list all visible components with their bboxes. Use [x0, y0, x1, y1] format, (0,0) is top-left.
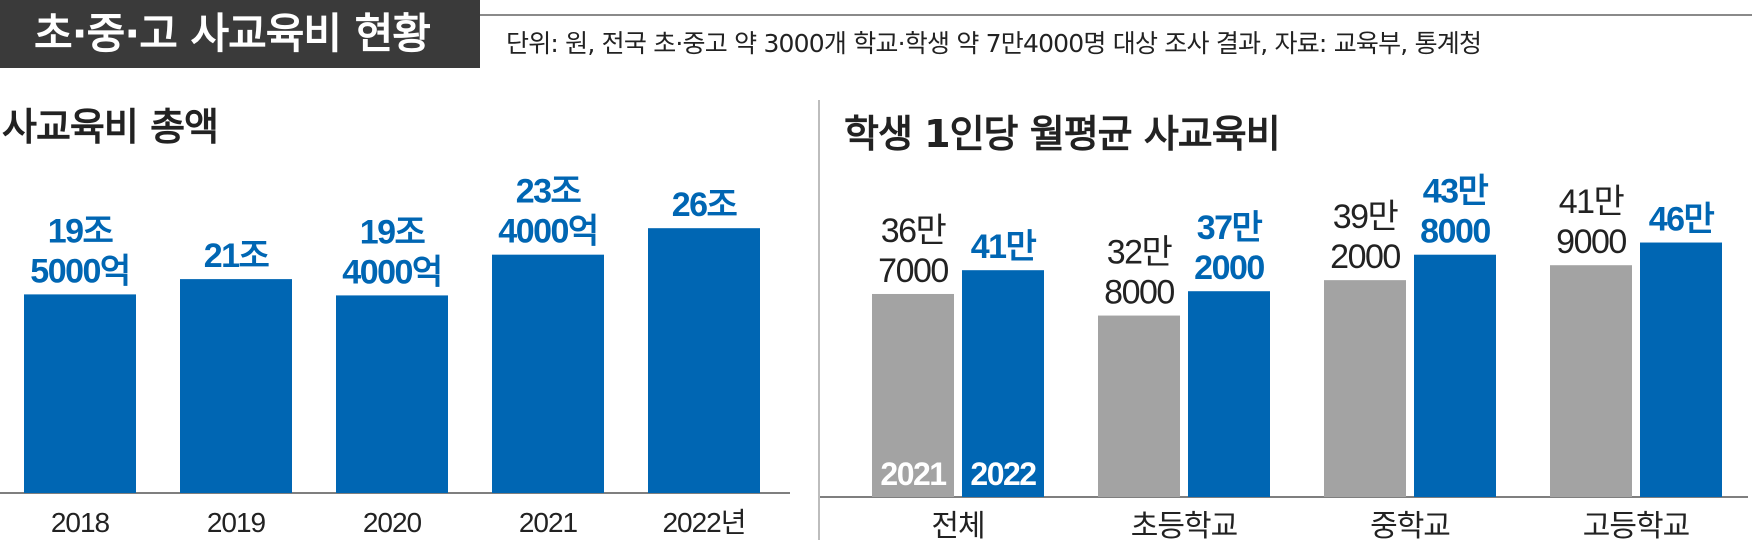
bar-2022-초등학교	[1188, 291, 1270, 497]
data-label-2021: 8000	[1104, 274, 1174, 312]
data-label-total: 5000억	[30, 252, 129, 290]
data-label-2021: 36만	[881, 212, 947, 250]
x-tick-label: 2018	[51, 507, 110, 538]
bar-2021-중학교	[1324, 280, 1406, 497]
data-label-total: 19조	[48, 212, 114, 250]
x-tick-label: 초등학교	[1131, 510, 1237, 543]
data-label-2022: 41만	[971, 228, 1037, 266]
x-tick-label: 고등학교	[1583, 510, 1689, 543]
panel-divider	[818, 100, 820, 540]
data-label-2022: 46만	[1649, 201, 1715, 239]
data-label-2021: 32만	[1107, 234, 1173, 272]
x-tick-label: 2020	[363, 507, 422, 538]
bar-2021-전체	[872, 293, 954, 497]
per-student-spending-chart: 36만7000202141만2022전체32만800037만2000초등학교39…	[820, 173, 1748, 543]
header-note: 단위: 원, 전국 초·중고 약 3000개 학교·학생 약 7만4000명 대…	[506, 29, 1482, 58]
bar-2021-고등학교	[1550, 265, 1632, 497]
x-tick-label: 2022년	[662, 507, 745, 538]
header-rule	[480, 14, 1752, 16]
header-title: 초·중·고 사교육비 현황	[0, 0, 480, 68]
chart-title-total: 사교육비 총액	[2, 105, 219, 149]
data-label-2022: 2000	[1194, 249, 1264, 287]
bar-2022-전체	[962, 270, 1044, 497]
data-label-2022: 8000	[1420, 213, 1490, 251]
bar-2022-고등학교	[1640, 242, 1722, 497]
data-label-2021: 9000	[1556, 223, 1626, 261]
legend-label-2021: 2021	[880, 456, 946, 492]
legend-label-2022: 2022	[970, 456, 1036, 492]
data-label-total: 26조	[672, 186, 738, 224]
data-label-2021: 41만	[1559, 183, 1625, 221]
chart-title-per-student: 학생 1인당 월평균 사교육비	[844, 112, 1281, 156]
data-label-2022: 37만	[1197, 209, 1263, 247]
bar-total-2021	[492, 254, 604, 493]
data-label-2021: 7000	[878, 252, 948, 290]
data-label-total: 19조	[360, 213, 426, 251]
data-label-2022: 43만	[1423, 173, 1489, 211]
bar-2021-초등학교	[1098, 315, 1180, 497]
bar-total-2020	[336, 295, 448, 493]
x-tick-label: 중학교	[1370, 510, 1450, 543]
data-label-total: 23조	[516, 173, 582, 211]
bar-2022-중학교	[1414, 254, 1496, 497]
bar-total-2022년	[648, 228, 760, 493]
total-spending-chart: 19조5000억201821조201919조4000억202023조4000억2…	[0, 173, 790, 538]
data-label-total: 4000억	[498, 213, 597, 251]
data-label-2021: 2000	[1330, 238, 1400, 276]
x-tick-label: 2019	[207, 507, 266, 538]
data-label-total: 4000억	[342, 253, 441, 291]
data-label-total: 21조	[204, 237, 270, 275]
bar-total-2018	[24, 294, 136, 493]
x-tick-label: 전체	[931, 510, 984, 543]
data-label-2021: 39만	[1333, 198, 1399, 236]
bar-total-2019	[180, 279, 292, 493]
x-tick-label: 2021	[519, 507, 578, 538]
